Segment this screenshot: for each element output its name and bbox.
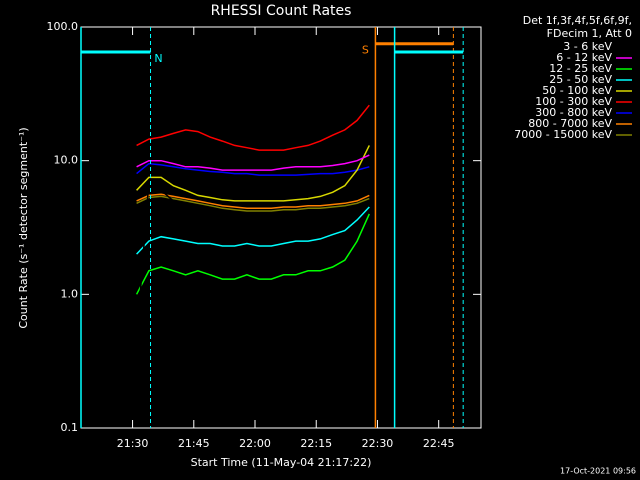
series-line	[135, 180, 370, 341]
series-line	[136, 206, 370, 255]
series-line	[136, 162, 370, 176]
legend-label: 300 - 800 keV	[535, 106, 612, 119]
series-line	[136, 195, 370, 212]
legend-label: 6 - 12 keV	[556, 51, 612, 64]
x-tick-label: 22:15	[300, 437, 332, 450]
annotation-label: S	[362, 44, 369, 57]
chart-title: RHESSI Count Rates	[211, 3, 352, 19]
x-tick-label: 22:45	[423, 437, 455, 450]
y-tick-label: 100.0	[47, 20, 79, 33]
series-line	[136, 104, 370, 151]
legend-label: 800 - 7000 keV	[528, 117, 612, 130]
x-tick-label: 21:30	[117, 437, 149, 450]
x-axis-label: Start Time (11-May-04 21:17:22)	[191, 456, 372, 469]
legend-title: Det 1f,3f,4f,5f,6f,9f,	[523, 14, 632, 27]
y-tick-label: 0.1	[61, 421, 79, 434]
legend-label: 100 - 300 keV	[535, 95, 612, 108]
legend-label: 3 - 6 keV	[563, 40, 612, 53]
legend-label: 7000 - 15000 keV	[514, 128, 612, 141]
legend-label: 12 - 25 keV	[549, 62, 612, 75]
y-tick-label: 10.0	[54, 154, 79, 167]
plot-frame	[80, 26, 482, 429]
y-axis-label: Count Rate (s⁻¹ detector segment⁻¹)	[17, 127, 30, 328]
x-tick-label: 22:00	[239, 437, 271, 450]
series-line	[135, 213, 370, 295]
series-line	[136, 193, 370, 210]
legend-label: 50 - 100 keV	[542, 84, 612, 97]
series-line	[136, 145, 370, 202]
legend-title: FDecim 1, Att 0	[547, 27, 632, 40]
footer: 17-Oct-2021 09:56	[560, 467, 636, 476]
x-tick-label: 21:45	[178, 437, 210, 450]
x-tick-label: 22:30	[362, 437, 394, 450]
y-tick-label: 1.0	[61, 287, 79, 300]
series-line	[136, 154, 370, 171]
legend-label: 25 - 50 keV	[549, 73, 612, 86]
annotation-label: N	[154, 52, 162, 65]
